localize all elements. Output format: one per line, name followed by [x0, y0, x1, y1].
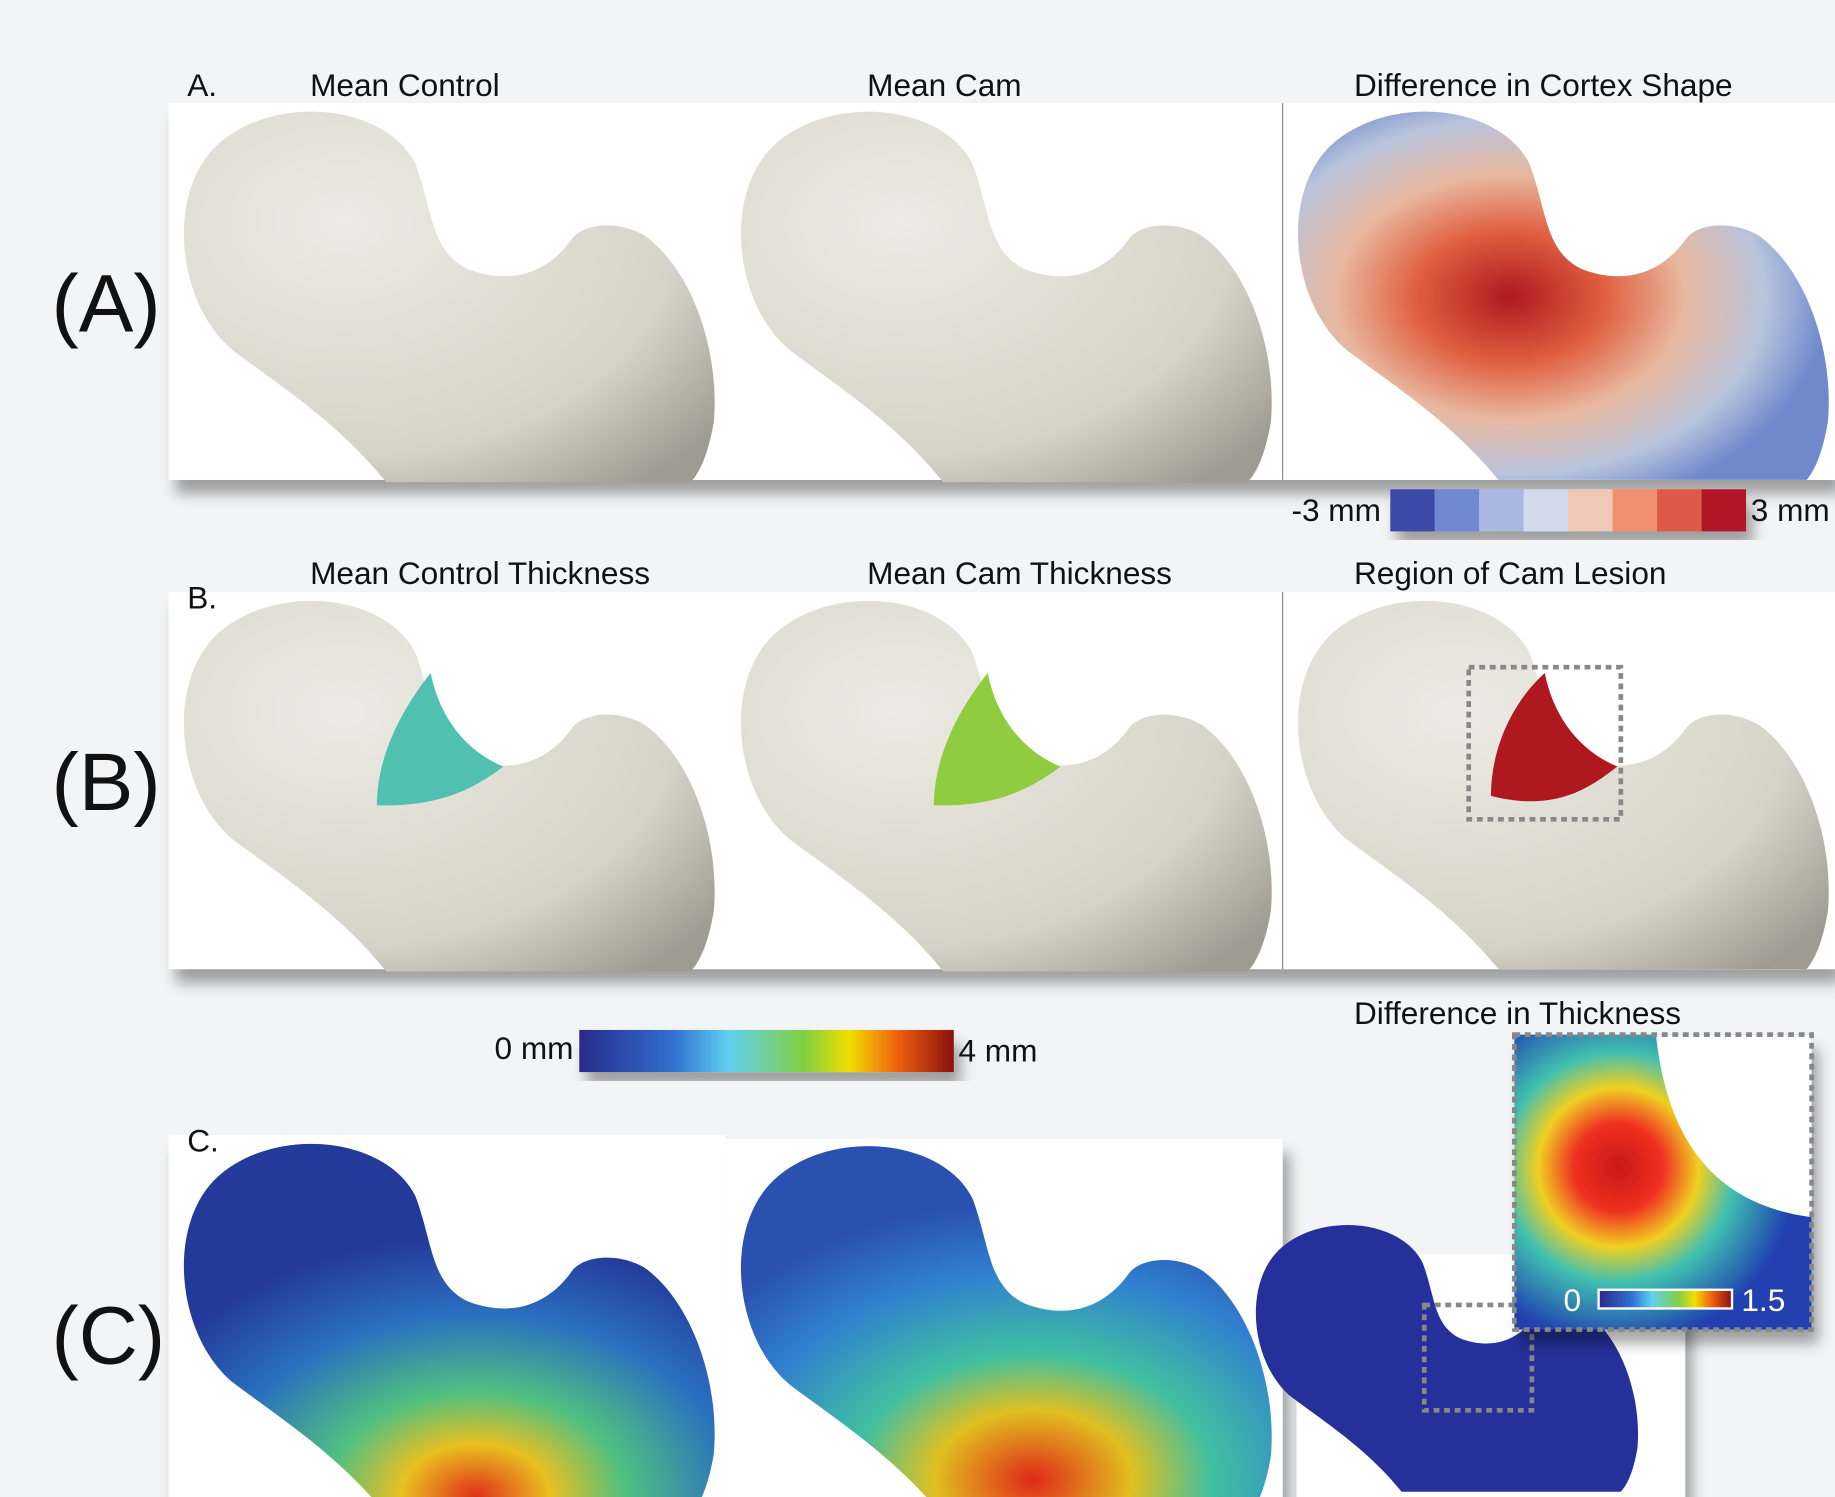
panel-title: Mean Cam	[867, 67, 1021, 103]
panel-letter: B.	[187, 580, 217, 616]
zoom-box	[1466, 664, 1624, 822]
panel-title: Mean Control Thickness	[310, 555, 650, 591]
panel-title: Region of Cam Lesion	[1354, 555, 1666, 591]
inset-colorbar-max: 1.5	[1741, 1282, 1785, 1318]
swatch	[1434, 489, 1480, 532]
thickness-region	[933, 673, 1061, 806]
swatch	[1568, 489, 1613, 532]
swatch	[1479, 489, 1524, 532]
inset-background	[1655, 1034, 1812, 1218]
swatch	[1390, 489, 1435, 532]
panel-title: Mean Control	[310, 67, 500, 103]
panel-title: Mean Cam Thickness	[867, 555, 1172, 591]
swatch	[1657, 489, 1702, 532]
row-label: (C)	[51, 1290, 165, 1381]
lesion-region	[1490, 673, 1618, 802]
colorbar-min: -3 mm	[1291, 492, 1380, 528]
colorbar-max: 4 mm	[958, 1033, 1037, 1069]
colorbar-shape	[1390, 489, 1747, 532]
panel-title: Difference in Cortex Shape	[1354, 67, 1733, 103]
colorbar-thickness	[579, 1029, 954, 1073]
row-label: (B)	[51, 737, 160, 828]
swatch	[1523, 489, 1569, 532]
colorbar-min: 0 mm	[494, 1030, 573, 1066]
swatch	[1701, 489, 1747, 532]
panel-letter: A.	[187, 67, 217, 103]
inset-border	[1512, 1032, 1814, 1332]
inset-colorbar	[1597, 1288, 1734, 1310]
inset-title: Difference in Thickness	[1354, 995, 1681, 1031]
panel-letter: C.	[187, 1123, 219, 1159]
colorbar-max: 3 mm	[1751, 492, 1830, 528]
swatch	[1612, 489, 1658, 532]
row-label: (A)	[51, 258, 160, 349]
thickness-region	[376, 673, 504, 806]
inset-colorbar-min: 0	[1563, 1282, 1581, 1318]
zoom-box	[1421, 1302, 1535, 1413]
